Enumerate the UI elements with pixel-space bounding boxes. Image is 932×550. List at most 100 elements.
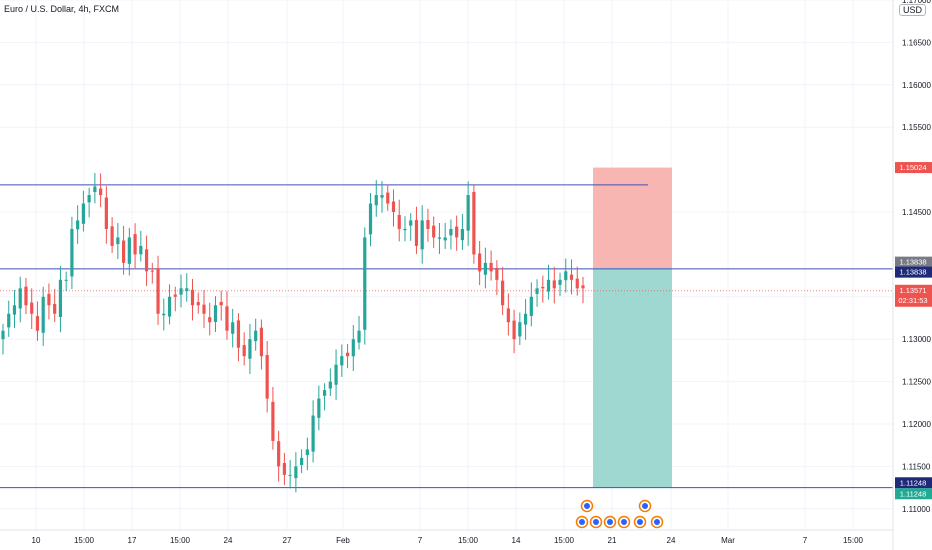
candle-body (409, 220, 413, 226)
x-tick-label: 24 (224, 536, 233, 545)
candle-body (76, 220, 80, 230)
candle-body (47, 293, 51, 306)
candle-body (437, 237, 442, 239)
x-tick-label: Mar (721, 536, 735, 545)
candle-body (489, 262, 493, 272)
candle-body (294, 466, 298, 479)
candle-body (213, 305, 218, 323)
price-label-bg (895, 162, 932, 174)
candle-body (472, 191, 476, 255)
candle-body (322, 390, 327, 396)
candle-body (374, 195, 378, 206)
candle-body (208, 317, 212, 323)
candle-body (127, 237, 131, 264)
candle-body (116, 237, 120, 245)
candle-body (265, 355, 269, 399)
stop-loss-zone (593, 167, 672, 269)
candle-body (242, 345, 246, 357)
candle-body (386, 192, 390, 204)
x-tick-label: Feb (336, 536, 350, 545)
y-tick-label: 1.14500 (902, 208, 931, 217)
event-marker-dot (637, 519, 643, 525)
candle-body (345, 352, 350, 357)
candle-body (81, 203, 85, 224)
event-marker-dot (621, 519, 627, 525)
candle-body (317, 398, 321, 418)
candle-body (259, 327, 264, 357)
candle-body (64, 279, 68, 281)
candle-body (368, 203, 373, 235)
candle-body (254, 330, 258, 342)
candle-body (104, 197, 108, 229)
candle-body (575, 278, 579, 289)
candle-body (173, 294, 177, 297)
event-marker-dot (593, 519, 599, 525)
price-label-bg (895, 266, 932, 278)
candle-body (53, 303, 57, 314)
candle-body (248, 339, 252, 359)
y-tick-label: 1.12500 (902, 378, 931, 387)
y-tick-label: 1.11000 (902, 505, 931, 514)
candle-body (150, 270, 154, 272)
candle-body (529, 296, 533, 316)
candle-body (282, 463, 286, 475)
candle-body (380, 195, 384, 198)
symbol-legend[interactable]: Euro / U.S. Dollar, 4h, FXCM (4, 4, 120, 14)
candle-body (93, 186, 97, 193)
y-tick-label: 1.16000 (902, 81, 931, 90)
countdown-label: 02:31:53 (898, 296, 927, 305)
candle-body (30, 302, 34, 314)
candle-body (426, 220, 430, 229)
candle-body (305, 449, 309, 456)
event-marker-dot (607, 519, 613, 525)
x-tick-label: 14 (512, 536, 521, 545)
x-tick-label: 15:00 (74, 536, 95, 545)
candle-body (139, 245, 143, 255)
candle-body (363, 237, 367, 330)
candle-body (420, 220, 424, 250)
currency-badge[interactable]: USD (898, 4, 926, 16)
candle-body (541, 286, 545, 289)
x-tick-label: 7 (418, 536, 423, 545)
candle-body (288, 474, 292, 476)
x-tick-label: 15:00 (170, 536, 191, 545)
price-label: 1.11248 (900, 478, 927, 487)
candle-body (512, 320, 516, 340)
x-tick-label: 21 (608, 536, 617, 545)
candle-body (196, 302, 200, 306)
y-tick-label: 1.15500 (902, 123, 931, 132)
candle-body (403, 228, 407, 231)
candle-body (460, 228, 465, 241)
x-tick-label: 7 (803, 536, 808, 545)
candle-body (24, 286, 28, 306)
candle-body (569, 274, 574, 280)
x-tick-label: 24 (667, 536, 676, 545)
take-profit-zone (593, 268, 672, 488)
event-marker-dot (584, 503, 590, 509)
candle-body (334, 364, 338, 385)
candle-body (12, 305, 17, 315)
candle-body (495, 267, 499, 280)
x-tick-label: 17 (128, 536, 137, 545)
candle-body (162, 313, 166, 316)
y-tick-label: 1.12000 (902, 420, 931, 429)
candle-body (414, 220, 419, 246)
x-tick-label: 27 (283, 536, 292, 545)
candle-body (156, 268, 160, 314)
candle-body (443, 237, 447, 241)
price-label-bg (895, 256, 932, 268)
y-tick-label: 1.17000 (902, 0, 931, 5)
x-tick-label: 10 (32, 536, 41, 545)
candle-body (501, 280, 505, 306)
candle-body (185, 288, 189, 292)
candle-body (478, 253, 482, 272)
event-marker-dot (642, 503, 648, 509)
candle-body (311, 415, 315, 452)
candle-body (144, 249, 149, 272)
candle-body (340, 356, 344, 366)
candle-body (558, 279, 562, 285)
price-label: 1.15024 (899, 163, 926, 172)
candle-body (506, 308, 510, 323)
